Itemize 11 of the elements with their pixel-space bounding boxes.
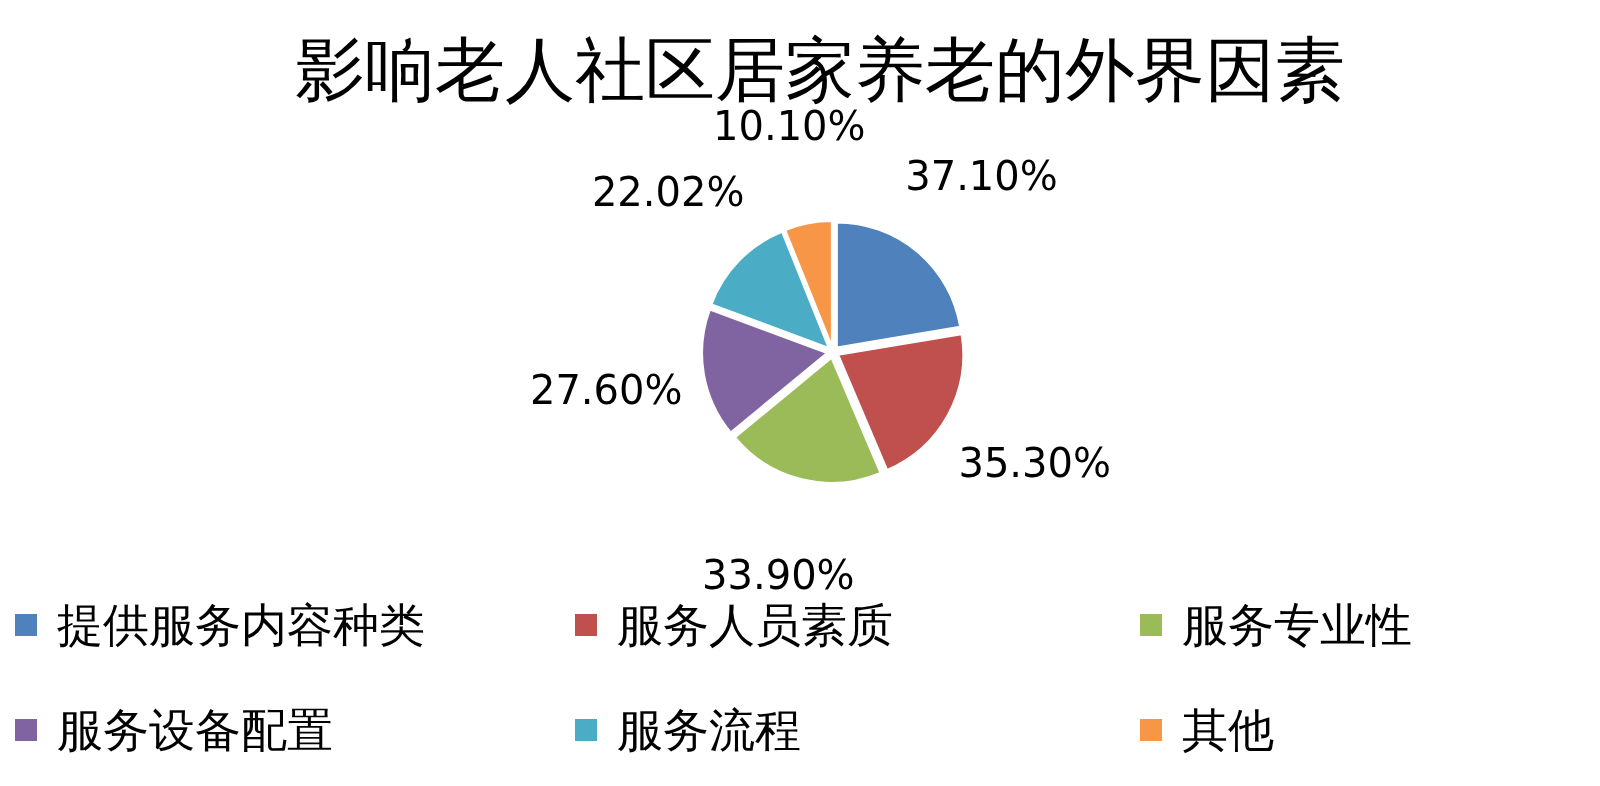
- legend-label: 服务人员素质: [617, 598, 893, 652]
- data-label: 35.30%: [958, 439, 1111, 486]
- data-label: 33.90%: [702, 552, 855, 599]
- legend-label: 其他: [1182, 703, 1274, 757]
- legend-label: 服务设备配置: [57, 703, 333, 757]
- data-label: 27.60%: [529, 367, 683, 414]
- data-label: 22.02%: [591, 168, 745, 215]
- legend-label: 服务专业性: [1182, 598, 1412, 652]
- data-label: 37.10%: [905, 153, 1058, 200]
- legend-label: 提供服务内容种类: [57, 598, 425, 652]
- legend-label: 服务流程: [617, 703, 801, 757]
